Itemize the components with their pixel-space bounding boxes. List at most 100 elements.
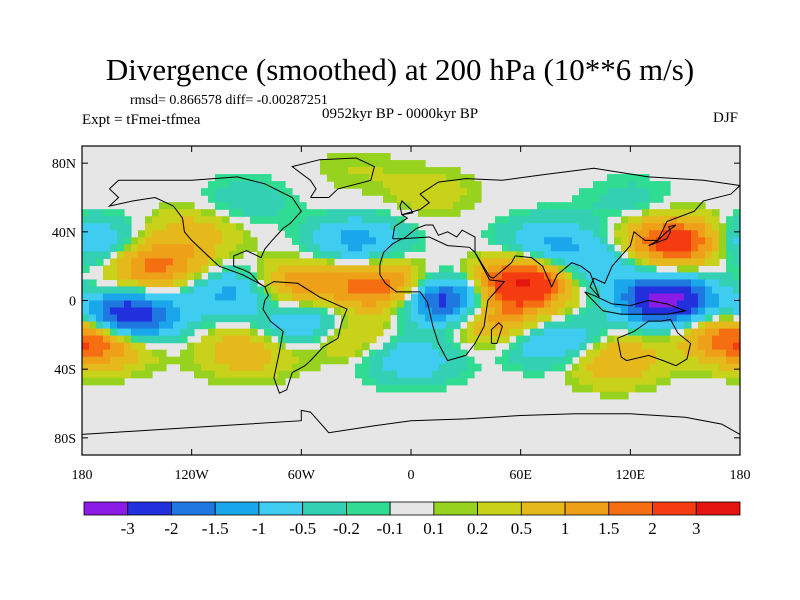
field-cell — [250, 244, 258, 252]
field-cell — [201, 237, 209, 245]
field-cell — [621, 314, 629, 323]
field-cell — [257, 335, 265, 344]
field-cell — [642, 216, 650, 224]
field-cell — [607, 258, 615, 266]
field-cell — [285, 279, 293, 288]
field-cell — [117, 216, 125, 224]
field-cell — [558, 356, 566, 365]
field-cell — [327, 160, 335, 168]
field-cell — [600, 314, 608, 323]
field-cell — [278, 286, 286, 295]
field-cell — [523, 314, 531, 323]
field-cell — [607, 335, 615, 344]
field-cell — [362, 363, 370, 372]
field-cell — [474, 293, 482, 302]
field-cell — [341, 300, 349, 309]
field-cell — [355, 223, 363, 231]
field-cell — [446, 328, 454, 337]
field-cell — [551, 293, 559, 302]
field-cell — [544, 272, 552, 281]
field-cell — [404, 328, 412, 337]
field-cell — [362, 279, 370, 288]
field-cell — [397, 356, 405, 365]
field-cell — [89, 314, 97, 323]
field-cell — [467, 258, 475, 266]
field-cell — [425, 279, 433, 288]
field-cell — [460, 328, 468, 337]
field-cell — [250, 377, 258, 386]
field-cell — [236, 244, 244, 252]
field-cell — [327, 237, 335, 245]
field-cell — [411, 230, 419, 238]
field-cell — [726, 356, 734, 365]
field-cell — [243, 181, 251, 189]
field-cell — [607, 363, 615, 372]
field-cell — [516, 286, 524, 295]
field-cell — [432, 314, 440, 323]
field-cell — [222, 251, 230, 259]
field-cell — [397, 286, 405, 295]
field-cell — [103, 272, 111, 281]
field-cell — [278, 321, 286, 330]
field-cell — [705, 223, 713, 231]
field-cell — [194, 244, 202, 252]
field-cell — [684, 237, 692, 245]
field-cell — [488, 272, 496, 281]
field-cell — [390, 377, 398, 386]
field-cell — [222, 279, 230, 288]
x-tick-label: 120W — [175, 468, 210, 483]
field-cell — [649, 363, 657, 372]
field-cell — [530, 363, 538, 372]
field-cell — [271, 188, 279, 196]
field-cell — [166, 258, 174, 266]
field-cell — [131, 300, 139, 309]
field-cell — [656, 279, 664, 288]
field-cell — [362, 328, 370, 337]
field-cell — [439, 300, 447, 309]
field-cell — [607, 391, 615, 400]
field-cell — [530, 349, 538, 358]
field-cell — [306, 237, 314, 245]
field-cell — [299, 265, 307, 274]
field-cell — [719, 321, 727, 330]
field-cell — [292, 202, 300, 210]
field-cell — [257, 181, 265, 189]
field-cell — [712, 328, 720, 337]
field-cell — [285, 314, 293, 323]
field-cell — [523, 279, 531, 288]
field-cell — [649, 307, 657, 316]
field-cell — [572, 363, 580, 372]
field-cell — [642, 307, 650, 316]
field-cell — [82, 370, 90, 379]
field-cell — [446, 167, 454, 175]
field-cell — [124, 293, 132, 302]
field-cell — [642, 286, 650, 295]
field-cell — [733, 307, 740, 316]
field-cell — [236, 377, 244, 386]
field-cell — [96, 223, 104, 231]
field-cell — [243, 188, 251, 196]
field-cell — [138, 314, 146, 323]
field-cell — [89, 258, 97, 266]
field-cell — [369, 293, 377, 302]
field-cell — [656, 335, 664, 344]
field-cell — [229, 209, 237, 217]
field-cell — [544, 363, 552, 372]
field-cell — [726, 300, 734, 309]
colorbar-label: -0.2 — [333, 519, 360, 538]
field-cell — [271, 216, 279, 224]
field-cell — [320, 251, 328, 259]
field-cell — [698, 314, 706, 323]
field-cell — [642, 251, 650, 259]
field-cell — [201, 300, 209, 309]
field-cell — [229, 237, 237, 245]
field-cell — [348, 160, 356, 168]
field-cell — [89, 251, 97, 259]
field-cell — [327, 265, 335, 274]
field-cell — [208, 251, 216, 259]
field-cell — [292, 286, 300, 295]
field-cell — [152, 363, 160, 372]
field-cell — [614, 195, 622, 203]
field-cell — [159, 356, 167, 365]
field-cell — [649, 335, 657, 344]
